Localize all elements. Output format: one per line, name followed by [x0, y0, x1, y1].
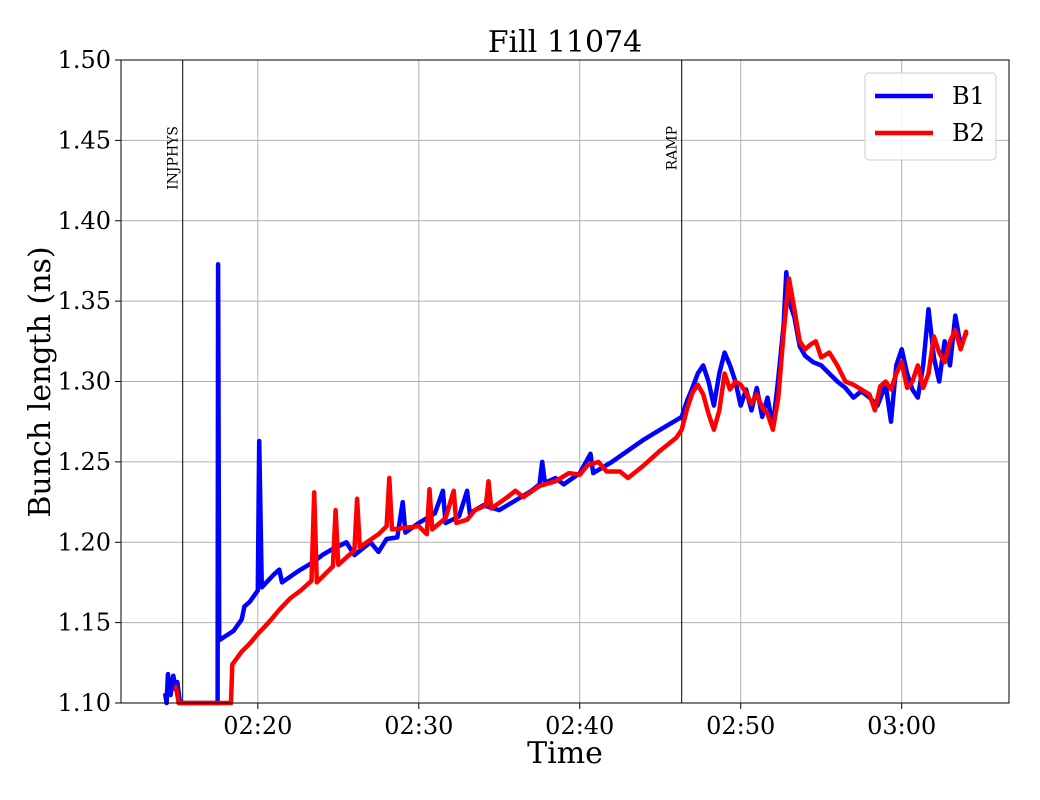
legend-label-b2: B2 [952, 119, 985, 147]
x-axis-ticks: 02:20 02:30 02:40 02:50 03:00 [223, 703, 936, 740]
series-line-b2 [173, 276, 969, 706]
phase-markers: INJPHYS RAMP [166, 60, 683, 703]
x-tick-label: 02:20 [223, 712, 292, 740]
y-axis-label: Bunch length (ns) [23, 246, 58, 517]
y-tick-label: 1.10 [58, 689, 111, 717]
y-tick-label: 1.50 [58, 46, 111, 74]
x-tick-label: 02:40 [545, 712, 614, 740]
y-tick-label: 1.25 [58, 448, 111, 476]
x-tick-label: 02:50 [706, 712, 775, 740]
phase-marker-label: INJPHYS [166, 126, 182, 190]
chart-title: Fill 11074 [488, 25, 643, 60]
y-tick-label: 1.35 [58, 287, 111, 315]
y-tick-label: 1.20 [58, 528, 111, 556]
x-tick-label: 02:30 [384, 712, 453, 740]
legend-label-b1: B1 [952, 82, 985, 110]
series-layer [163, 261, 969, 706]
y-tick-label: 1.45 [58, 126, 111, 154]
phase-marker-label: RAMP [665, 126, 681, 170]
y-axis-ticks: 1.10 1.15 1.20 1.25 1.30 1.35 1.40 1.45 1.50 [58, 46, 121, 717]
series-line-b1 [163, 261, 969, 706]
y-tick-label: 1.15 [58, 609, 111, 637]
x-tick-label: 03:00 [867, 712, 936, 740]
x-axis-label: Time [527, 736, 603, 771]
y-tick-label: 1.40 [58, 207, 111, 235]
y-tick-label: 1.30 [58, 368, 111, 396]
